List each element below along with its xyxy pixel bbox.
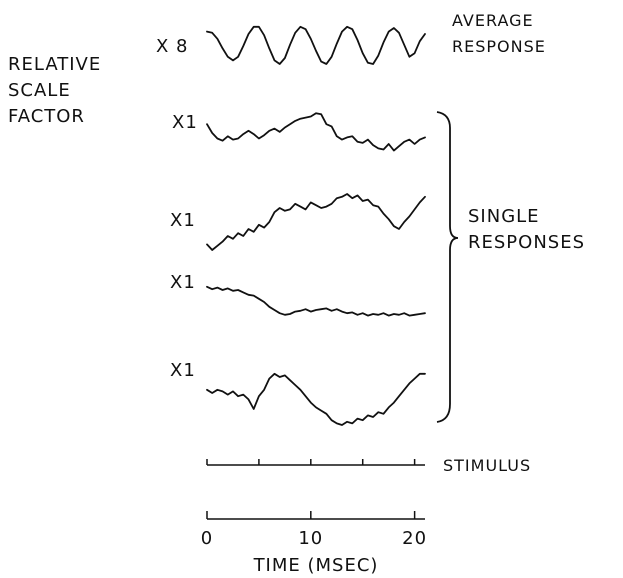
scale-label-average: X 8: [156, 36, 189, 57]
side-label-line-2: SCALE: [8, 80, 71, 101]
scale-label-single-1: X1: [172, 112, 198, 133]
single-response-trace-3: [206, 285, 426, 317]
average-response-label: AVERAGE RESPONSE: [452, 11, 546, 56]
relative-scale-factor-label: RELATIVE SCALE FACTOR: [8, 54, 101, 127]
average-label-line-1: AVERAGE: [452, 11, 534, 30]
x-tick-label-0: 0: [201, 528, 213, 549]
single-responses-bracket: [436, 111, 459, 423]
average-label-line-2: RESPONSE: [452, 37, 546, 56]
x-tick-label-10: 10: [298, 528, 323, 549]
single-responses-label: SINGLE RESPONSES: [468, 206, 585, 253]
stimulus-line-group: STIMULUS: [206, 456, 531, 475]
scale-label-single-2: X1: [170, 210, 196, 231]
x-tick-label-20: 20: [402, 528, 427, 549]
single-response-trace-4: [206, 372, 426, 426]
response-traces: [206, 25, 426, 426]
single-response-trace-2: [206, 193, 426, 251]
scale-label-single-4: X1: [170, 360, 196, 381]
single-label-line-1: SINGLE: [468, 206, 540, 227]
single-label-line-2: RESPONSES: [468, 232, 585, 253]
time-axis: 0 10 20 TIME (MSEC): [201, 511, 427, 576]
scale-label-single-3: X1: [170, 272, 196, 293]
scale-labels: X 8 X1 X1 X1 X1: [156, 36, 198, 381]
x-axis-title: TIME (MSEC): [253, 555, 379, 576]
stimulus-label: STIMULUS: [443, 456, 531, 475]
side-label-line-1: RELATIVE: [8, 54, 101, 75]
average-response-trace: [206, 25, 426, 65]
side-label-line-3: FACTOR: [8, 106, 85, 127]
single-response-trace-1: [206, 112, 426, 152]
